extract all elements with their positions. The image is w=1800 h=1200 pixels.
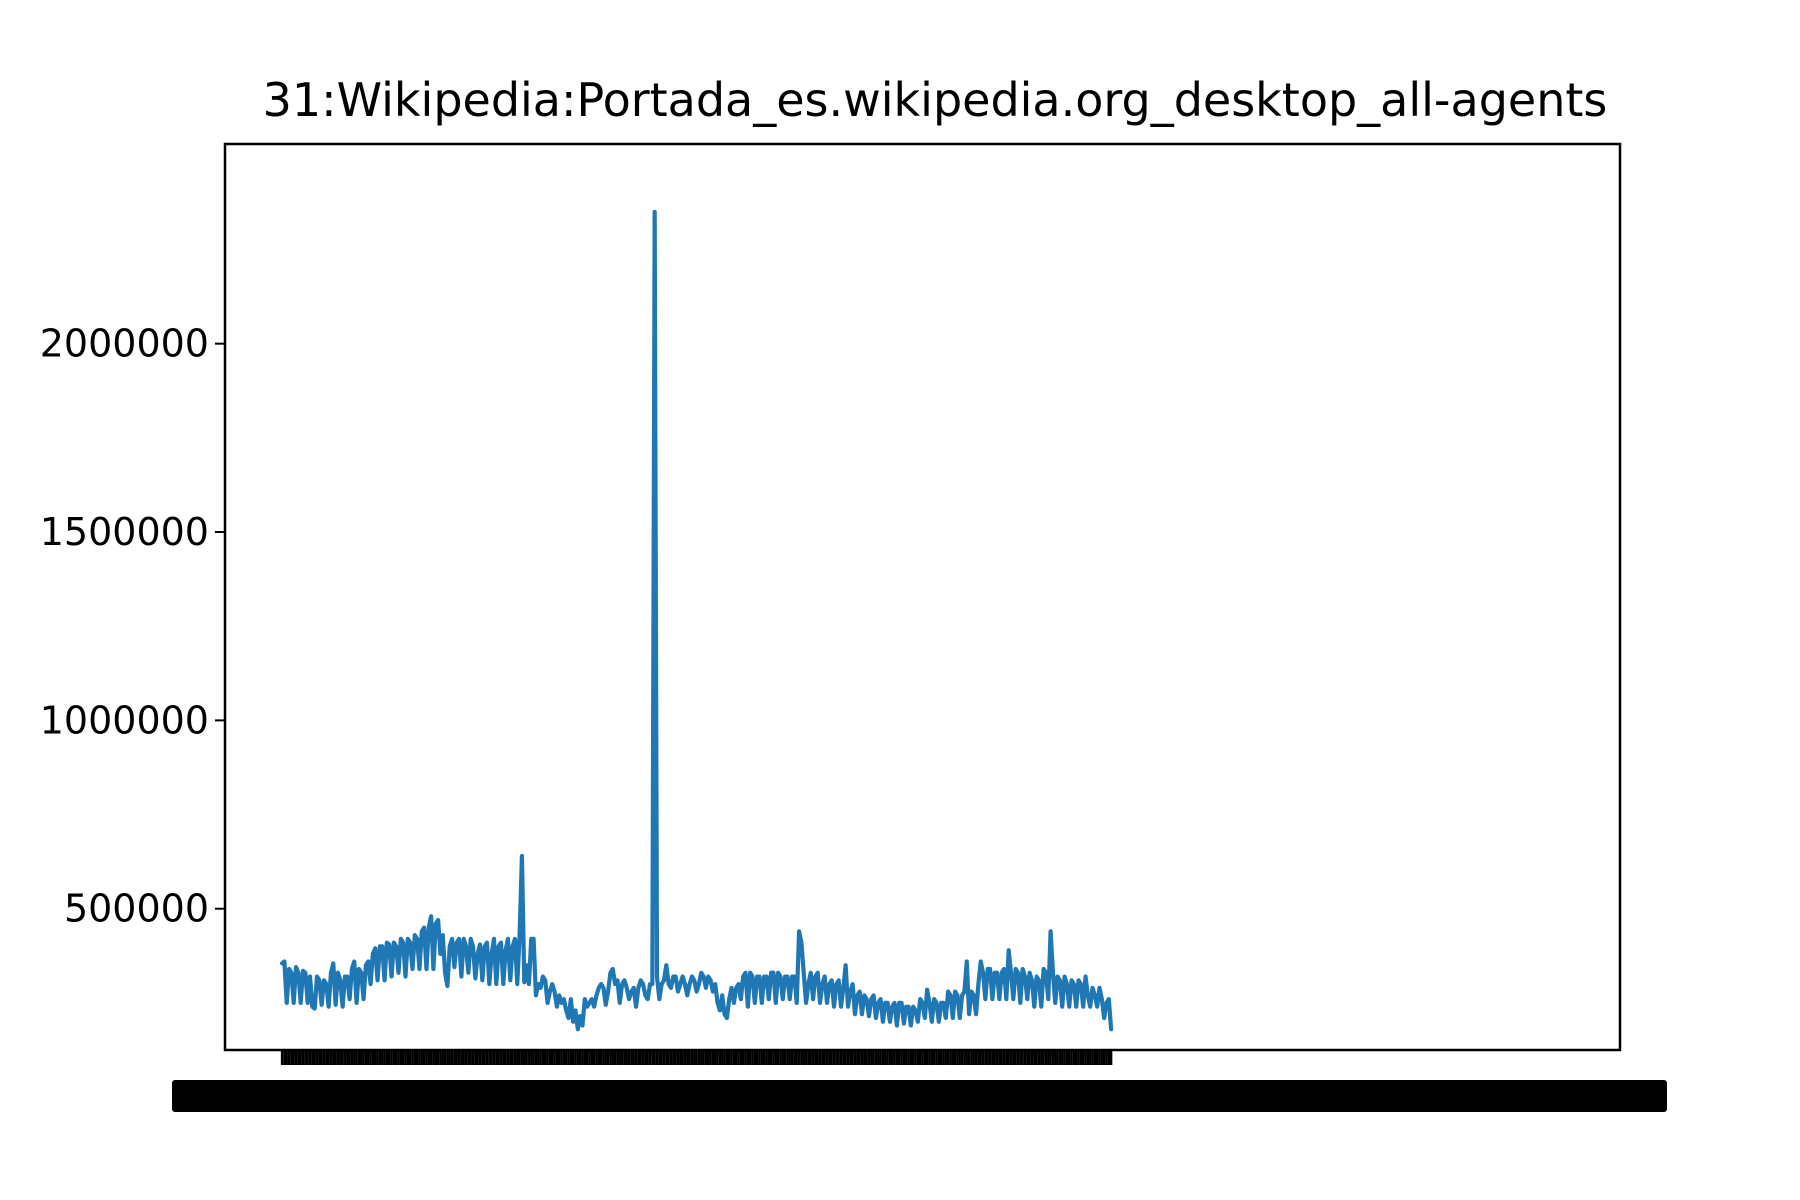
y-tick-label: 500000 [64, 887, 209, 931]
x-axis [172, 1050, 1667, 1112]
y-tick-label: 2000000 [40, 322, 209, 366]
y-axis: 500000 1000000 1500000 2000000 [40, 322, 225, 931]
y-tick-label: 1500000 [40, 510, 209, 554]
plot-area-frame [223, 142, 1622, 1052]
x-tick-labels-overlap [172, 1080, 1667, 1112]
series-line [279, 209, 1114, 1032]
chart-title: 31:Wikipedia:Portada_es.wikipedia.org_de… [263, 73, 1608, 127]
series-layer [279, 209, 1114, 1032]
y-tick-label: 1000000 [40, 698, 209, 742]
